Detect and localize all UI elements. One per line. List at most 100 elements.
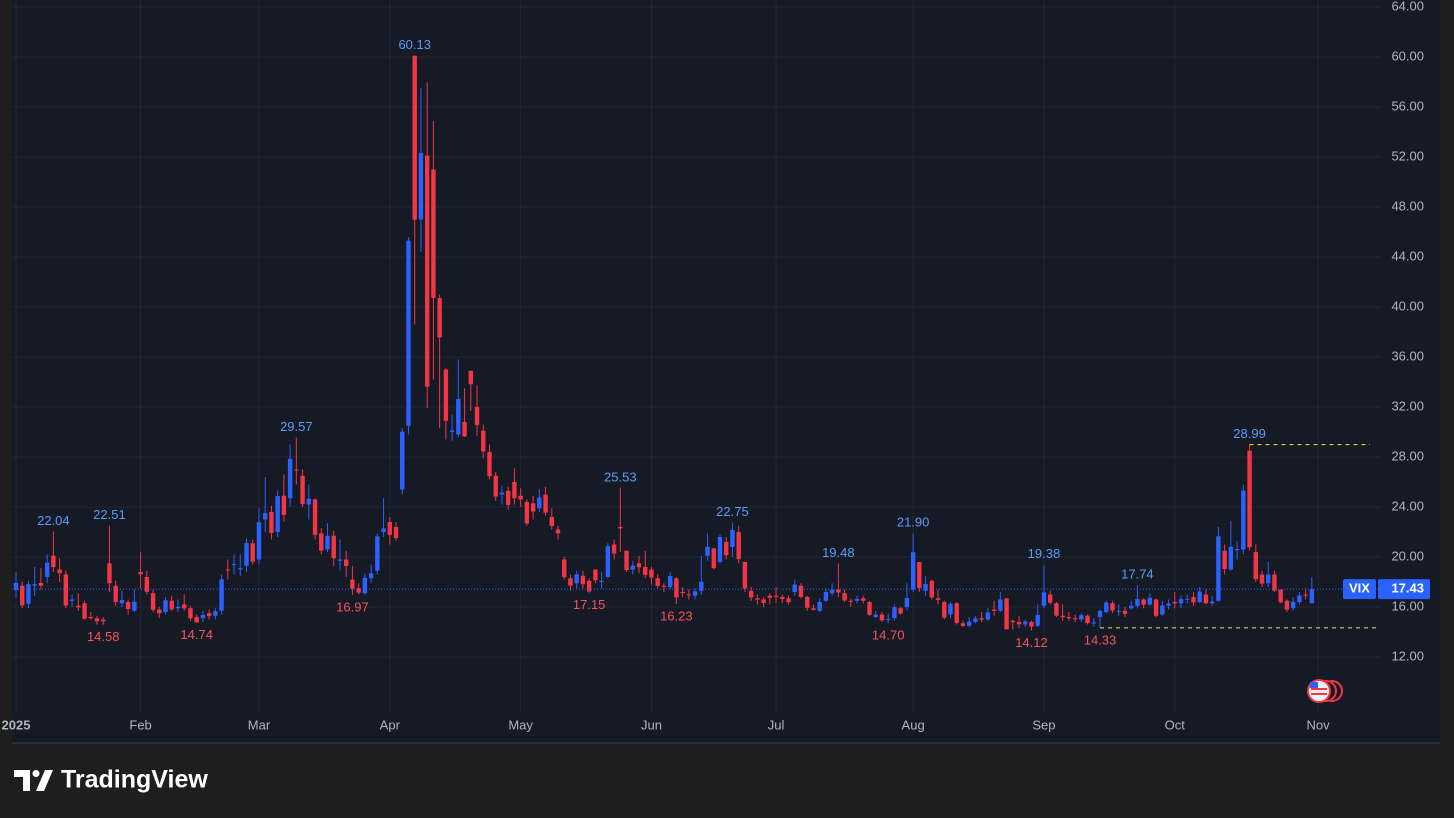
candle-body — [861, 598, 866, 601]
y-tick-label: 12.00 — [1391, 648, 1424, 663]
candle-body — [1104, 602, 1109, 612]
candle-body — [562, 559, 567, 578]
candle-body — [518, 495, 523, 500]
candle-body — [219, 579, 224, 611]
candle-body — [1253, 552, 1258, 580]
candle-body — [942, 602, 947, 618]
candle-body — [717, 537, 723, 562]
candle-body — [387, 522, 392, 535]
candle-body — [917, 562, 922, 588]
candle-body — [1128, 605, 1134, 609]
x-tick-label: May — [508, 717, 533, 732]
candle-body — [375, 536, 380, 571]
candle-body — [132, 601, 137, 611]
candle-body — [44, 562, 50, 577]
candle-body — [449, 430, 455, 432]
candle-body — [537, 497, 542, 509]
candle-body — [1209, 601, 1215, 604]
low-label: 14.12 — [1015, 635, 1048, 650]
y-tick-label: 56.00 — [1391, 98, 1424, 113]
candle-body — [263, 513, 268, 520]
candle-body — [979, 618, 984, 620]
candle-body — [686, 594, 692, 596]
candle-body — [1004, 598, 1009, 630]
candle-body — [786, 598, 791, 603]
candle-body — [780, 597, 785, 599]
candle-body — [879, 614, 885, 621]
candle-body — [748, 590, 754, 598]
candle-body — [549, 517, 554, 526]
candle-body — [194, 617, 199, 623]
candle-body — [636, 563, 642, 568]
candle-body — [1047, 594, 1053, 603]
candle-body — [611, 544, 617, 554]
candle-body — [20, 585, 25, 606]
candle-body — [32, 584, 37, 586]
candle-body — [300, 475, 305, 505]
candle-body — [904, 598, 910, 607]
candle-body — [966, 621, 972, 626]
candle-body — [1010, 620, 1015, 623]
candle-body — [1147, 597, 1153, 605]
y-tick-label: 32.00 — [1391, 398, 1424, 413]
candle-body — [356, 588, 361, 593]
candle-body — [1290, 601, 1296, 609]
candle-body — [798, 585, 804, 597]
candle-body — [231, 564, 237, 566]
candle-body — [773, 595, 779, 597]
candle-body — [319, 533, 324, 551]
candle-body — [256, 522, 262, 560]
candle-body — [238, 568, 243, 570]
candle-body — [1035, 615, 1040, 626]
candle-body — [418, 152, 424, 220]
candle-body — [692, 591, 698, 596]
candle-body — [886, 619, 891, 621]
x-tick-label: Jun — [641, 717, 662, 732]
candle-body — [1259, 574, 1265, 584]
last-price-box — [1378, 579, 1430, 600]
candle-body — [854, 598, 860, 601]
candle-body — [985, 612, 991, 620]
x-tick-label: Mar — [248, 717, 271, 732]
candle-body — [1060, 615, 1065, 618]
candle-body — [524, 502, 530, 524]
y-tick-label: 24.00 — [1391, 498, 1424, 513]
candle-body — [244, 542, 249, 566]
candle-body — [1216, 536, 1221, 601]
candle-body — [742, 562, 748, 589]
y-tick-label: 60.00 — [1391, 48, 1424, 63]
candle-body — [474, 407, 480, 425]
high-label: 22.51 — [93, 507, 126, 522]
candle-body — [1079, 615, 1084, 620]
candle-body — [69, 599, 75, 601]
candle-body — [1066, 617, 1072, 619]
candle-body — [13, 582, 19, 591]
candle-body — [1297, 595, 1302, 602]
candle-body — [1178, 599, 1184, 604]
candle-body — [898, 608, 903, 614]
candle-body — [101, 619, 106, 622]
candle-body — [362, 577, 368, 594]
candle-body — [1166, 603, 1171, 606]
candle-body — [923, 583, 928, 591]
candle-body — [287, 458, 293, 499]
candle-body — [312, 499, 318, 535]
y-tick-label: 28.00 — [1391, 448, 1424, 463]
flag-stripe — [1311, 688, 1327, 690]
candle-body — [1091, 622, 1096, 624]
x-tick-label: Aug — [902, 717, 925, 732]
y-tick-label: 40.00 — [1391, 298, 1424, 313]
candle-body — [144, 577, 150, 592]
candle-body — [113, 585, 118, 602]
candle-body — [456, 399, 461, 435]
flag-stripe — [1311, 693, 1327, 695]
candle-body — [805, 597, 810, 608]
low-label: 14.74 — [180, 627, 213, 642]
candle-body — [1041, 592, 1047, 606]
candle-body — [1247, 450, 1252, 548]
candle-body — [82, 603, 87, 619]
candle-body — [1122, 610, 1128, 614]
candle-body — [599, 580, 604, 582]
